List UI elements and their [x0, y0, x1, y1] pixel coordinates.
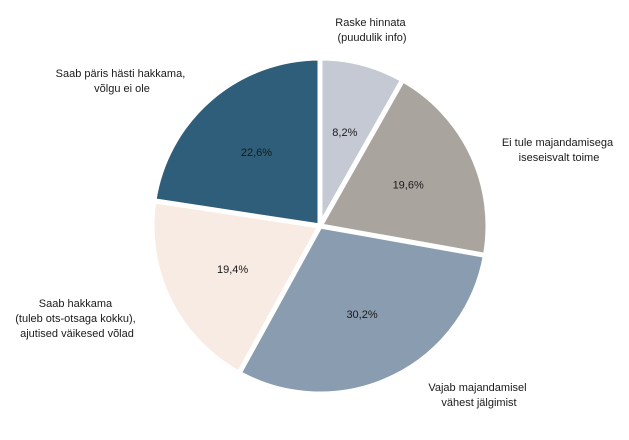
value-label-4: 22,6%	[241, 147, 272, 159]
pie-slice-4	[151, 55, 323, 229]
label-saab-hakkama: Saab hakkama (tuleb ots-otsaga kokku), a…	[15, 298, 139, 340]
value-labels: 8,2% 19,6% 30,2% 19,4% 22,6%	[217, 127, 424, 321]
value-label-2: 30,2%	[346, 309, 377, 321]
pie-slice-1	[317, 77, 491, 258]
label-saab-hasti-hakkama: Saab päris hästi hakkama, võlgu ei ole	[56, 68, 189, 95]
label-vajab-jalgimist: Vajab majandamisel vähest jälgimist	[428, 382, 529, 409]
label-ei-tule-toime: Ei tule majandamisega iseseisvalt toime	[502, 137, 616, 164]
pie-slices	[149, 55, 491, 397]
pie-slice-2	[236, 223, 488, 397]
pie-slice-3	[149, 198, 323, 376]
value-label-1: 19,6%	[393, 180, 424, 192]
value-label-3: 19,4%	[217, 264, 248, 276]
value-label-0: 8,2%	[332, 127, 357, 139]
label-raske-hinnata: Raske hinnata (puudulik info)	[335, 17, 408, 44]
